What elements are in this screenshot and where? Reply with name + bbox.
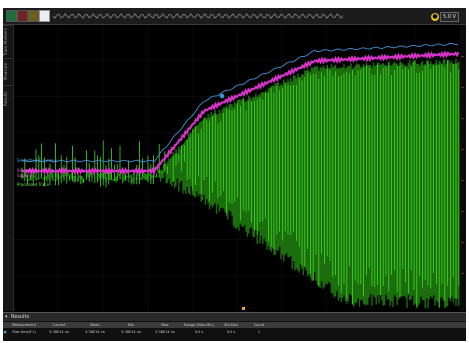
col-min: Min [127,323,135,327]
tab-trace-markers[interactable]: Trace Markers [3,25,12,58]
signal-trace [21,58,460,309]
cell-count: 1 [257,330,261,334]
cell-min: 5.38E14 ns [121,330,141,334]
label-smoothed-envelope: Smoothed Envelope [17,158,58,163]
chevron-down-icon[interactable]: ▾ [5,314,8,320]
col-count: Count [253,323,265,327]
side-tab-strip: Trace Markers Measure Results [3,25,14,311]
scope-window: ● 5.0 V Trace Markers Measure Results Sm… [3,8,466,341]
col-mean: Mean [90,323,100,327]
cell-std-dev: 0.0 s [226,330,236,334]
timebase-icon: ● [431,12,439,21]
tab-measure[interactable]: Measure [3,58,12,85]
table-row[interactable]: ● Rise time(F1) 5.38E14 ns 5.38E14 ns 5.… [3,329,466,335]
label-processed-trace: Processed Trace [17,182,50,187]
smoothed-trace [21,50,460,176]
cell-current: 5.38E14 ns [49,330,69,334]
col-max: Max [161,323,169,327]
right-scale-strip [460,25,466,311]
trace-marker[interactable] [219,93,225,99]
tab-results[interactable]: Results [3,85,12,112]
timebase-badge[interactable]: ● 5.0 V [431,11,459,22]
toolbar: ● 5.0 V [3,8,466,25]
waveform-overview-icon[interactable] [53,12,343,20]
document-icon[interactable] [39,10,50,22]
run-stop-button[interactable] [6,10,17,22]
envelope-trace [21,42,459,163]
timebase-value: 5.0 V [440,11,459,22]
cell-measurement: Rise time(F1) [12,330,36,334]
col-std-dev: Std Dev [224,323,238,327]
trace-labels: Smoothed Envelope Smoothed Sample Proces… [17,158,58,187]
cell-range: 0.0 s [194,330,204,334]
cell-mean: 5.38E14 ns [85,330,105,334]
col-range: Range (Max-Min) [184,323,214,327]
label-sample: Sample [17,173,33,178]
waveform-display[interactable]: Smoothed Envelope Smoothed Sample Proces… [14,25,460,311]
col-measurement: Measurement [11,323,37,327]
col-current: Current [52,323,66,327]
results-header: ▾ Results [3,312,466,321]
results-title: Results [11,314,30,320]
trigger-marker[interactable] [242,307,245,310]
signal-trace-highlight [21,60,460,308]
single-button[interactable] [17,10,28,22]
results-table: Measurement Current Mean Min Max Range (… [3,321,466,341]
auto-button[interactable] [28,10,39,22]
label-smoothed: Smoothed [17,168,38,173]
cell-max: 5.38E14 ns [155,330,175,334]
row-color-icon: ● [3,330,7,334]
results-header-row: Measurement Current Mean Min Max Range (… [3,322,466,328]
